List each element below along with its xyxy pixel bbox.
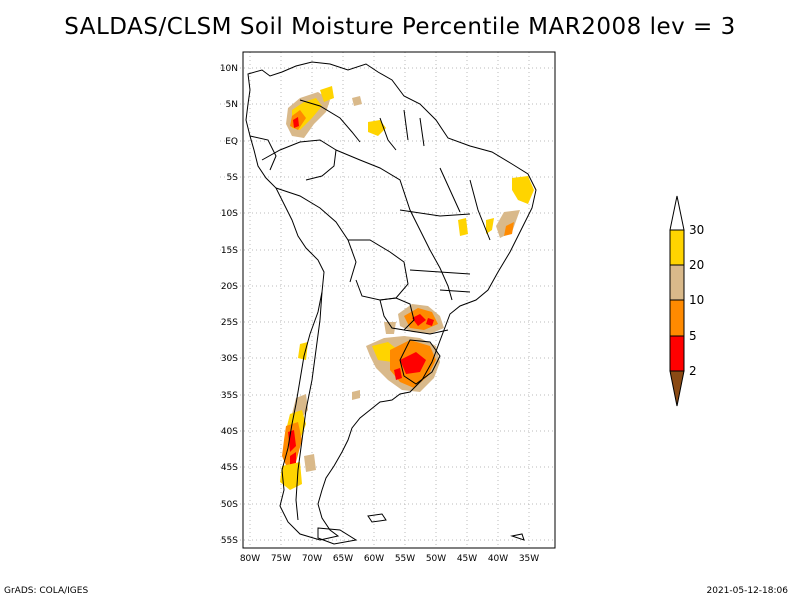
patch-bahia-orange	[504, 222, 514, 236]
patch-parana-south	[384, 322, 396, 334]
lat-axis: 10N 5N EQ 5S 10S 15S 20S 25S 30S 35S 40S…	[220, 64, 238, 546]
lat-label: 10S	[221, 209, 238, 219]
lon-label: 50W	[426, 554, 446, 564]
colorbar-5-10	[669, 299, 685, 337]
patch-guyana-tan	[352, 96, 362, 106]
lon-label: 35W	[519, 554, 539, 564]
patch-ne-brazil-2	[496, 210, 520, 238]
lat-label: 55S	[221, 536, 238, 546]
island-ne	[510, 533, 525, 541]
lat-label: EQ	[225, 137, 238, 147]
lat-label: 10N	[220, 64, 238, 74]
map-title: SALDAS/CLSM Soil Moisture Percentile MAR…	[64, 14, 736, 40]
patch-tocantins	[458, 218, 468, 236]
lat-label: 35S	[221, 391, 238, 401]
colorbar-top-triangle	[669, 195, 685, 231]
colorbar-20-30	[669, 229, 685, 266]
percentile-shading	[280, 86, 534, 490]
lat-label: 45S	[221, 463, 238, 473]
lon-label: 60W	[364, 554, 384, 564]
colorbar-labels: 30 20 10 5 2	[689, 223, 704, 378]
border-venezuela	[299, 99, 361, 143]
lon-label: 80W	[240, 554, 260, 564]
continent-outline	[245, 61, 537, 541]
lat-label: 25S	[221, 318, 238, 328]
grid-lines	[220, 52, 555, 548]
patch-parana-red	[412, 314, 426, 326]
border-brazil-west	[335, 149, 453, 301]
lon-label: 40W	[488, 554, 508, 564]
lat-label: 30S	[221, 354, 238, 364]
colorbar-label: 30	[689, 223, 704, 237]
lat-label: 5N	[226, 100, 238, 110]
patch-rs-red	[400, 352, 426, 374]
border-brazil-south	[403, 329, 449, 335]
lon-label: 65W	[333, 554, 353, 564]
footer-timestamp: 2021-05-12-18:06	[706, 586, 789, 596]
coastlines	[245, 61, 537, 545]
lat-label: 15S	[221, 246, 238, 256]
lat-label: 5S	[227, 173, 239, 183]
colorbar	[669, 195, 685, 407]
lat-label: 50S	[221, 500, 238, 510]
lat-label: 20S	[221, 282, 238, 292]
lat-label: 40S	[221, 427, 238, 437]
patch-colombia-red	[293, 117, 299, 128]
tierra-del-fuego	[317, 527, 358, 545]
border-bolivia	[348, 239, 409, 301]
patch-argentina-small	[352, 390, 360, 400]
patch-patagonia	[304, 454, 316, 472]
lon-axis: 80W 75W 70W 65W 60W 55W 50W 45W 40W 35W	[240, 554, 539, 564]
colorbar-label: 10	[689, 293, 704, 307]
patch-ne-brazil	[512, 176, 534, 204]
patch-guyana	[368, 120, 386, 136]
colorbar-label: 2	[689, 364, 697, 378]
patch-chile-south	[280, 462, 302, 490]
colorbar-label: 20	[689, 258, 704, 272]
patch-rs-red-2	[394, 368, 402, 380]
map-frame	[242, 51, 556, 549]
lon-label: 45W	[457, 554, 477, 564]
lon-label: 75W	[271, 554, 291, 564]
colorbar-2-5	[669, 335, 685, 372]
border-colombia	[261, 139, 337, 181]
patch-nw-arg	[298, 342, 308, 360]
patch-interior	[486, 218, 494, 234]
lon-label: 55W	[395, 554, 415, 564]
colorbar-10-20	[669, 264, 685, 301]
colorbar-bottom-triangle	[669, 370, 685, 407]
lon-label: 70W	[302, 554, 322, 564]
border-argentina-chile	[295, 291, 323, 521]
falklands	[367, 513, 387, 523]
patch-parana-red-2	[426, 318, 434, 326]
footer-credit: GrADS: COLA/IGES	[4, 586, 89, 596]
border-paraguay	[379, 297, 415, 331]
border-ecuador	[249, 135, 277, 171]
colorbar-label: 5	[689, 329, 697, 343]
border-brazil-states	[399, 167, 491, 293]
patch-chile-red-2	[290, 452, 296, 466]
patch-venezuela	[320, 86, 334, 102]
border-guianas	[379, 109, 425, 151]
border-peru	[275, 187, 357, 283]
border-uruguay	[399, 339, 441, 385]
